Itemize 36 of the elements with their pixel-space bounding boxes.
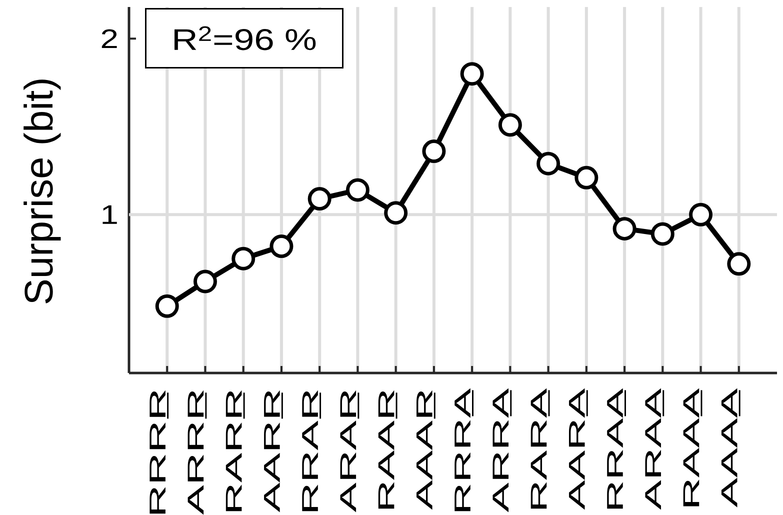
point [270, 234, 294, 258]
x-tick-label: RRAA̲ [607, 388, 626, 509]
y-tick-label: 2 [102, 29, 117, 48]
point [498, 113, 522, 137]
point [650, 222, 674, 246]
x-tick-label: ARRR̲ [188, 390, 207, 515]
x-tick-label: AARA̲ [568, 388, 588, 510]
point [574, 166, 598, 190]
point [155, 294, 179, 318]
point [536, 152, 560, 176]
point [689, 202, 713, 226]
x-tick-label: AAAA̲ [721, 388, 740, 508]
x-tick-label: AARR̲ [264, 390, 283, 512]
x-tick-label: RARA̲ [530, 388, 550, 509]
point [384, 201, 408, 225]
x-tick-label: RAAA̲ [683, 388, 702, 506]
x-tick-label: ARRA̲ [492, 388, 512, 512]
x-tick-label: RRAR̲ [302, 390, 322, 512]
y-tick-label: 1 [102, 205, 117, 224]
point [232, 246, 256, 270]
point [193, 270, 217, 294]
x-tick-label: RRRR̲ [150, 390, 169, 514]
y-axis-title: Surprise (bit) [24, 80, 61, 304]
x-tick-label: ARAA̲ [645, 388, 664, 510]
x-tick-label: ARAR̲ [340, 390, 360, 512]
x-tick-label: RAAR̲ [378, 390, 398, 509]
annotation: R$^{2}$=96 % [174, 26, 316, 50]
x-tick-label: RRRA̲ [454, 388, 474, 512]
point [346, 178, 370, 202]
point [460, 62, 484, 86]
x-tick-label: AAAR̲ [416, 390, 436, 510]
point [612, 216, 636, 240]
point [727, 252, 751, 276]
point [422, 140, 446, 164]
x-tick-label: RARR̲ [226, 390, 245, 512]
point [308, 187, 332, 211]
